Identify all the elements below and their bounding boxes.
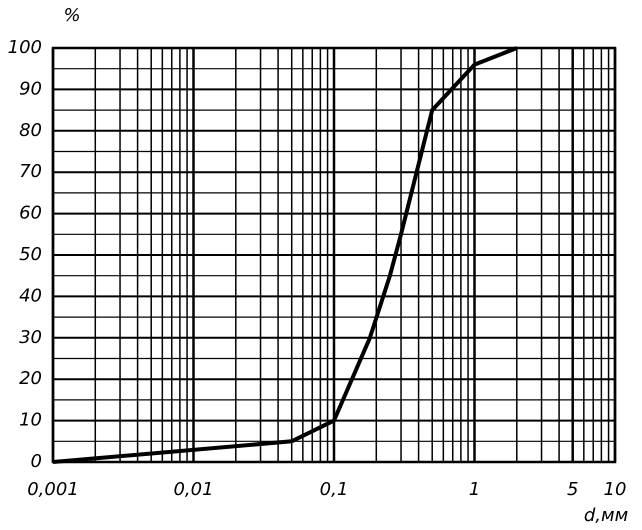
x-axis-label: d,мм bbox=[584, 505, 628, 526]
y-tick-label: 70 bbox=[19, 161, 42, 182]
y-tick-label: 100 bbox=[8, 37, 42, 58]
y-tick-label: 10 bbox=[19, 410, 42, 431]
x-tick-label: 5 bbox=[567, 479, 578, 500]
data-line bbox=[52, 46, 518, 464]
y-tick-label: 30 bbox=[19, 327, 42, 348]
y-tick-label: 0 bbox=[31, 451, 42, 472]
x-tick-label: 10 bbox=[604, 479, 627, 500]
y-tick-label: 90 bbox=[19, 78, 42, 99]
x-tick-label: 0,1 bbox=[320, 479, 349, 500]
plot-frame bbox=[51, 46, 617, 464]
y-tick-label: 40 bbox=[19, 285, 42, 306]
y-tick-label: 20 bbox=[19, 368, 42, 389]
x-tick-label: 0,001 bbox=[27, 479, 79, 500]
x-tick-label: 0,01 bbox=[173, 479, 213, 500]
y-tick-label: 80 bbox=[19, 120, 42, 141]
x-tick-label: 1 bbox=[469, 479, 480, 500]
y-axis-label: % bbox=[63, 5, 80, 26]
y-tick-label: 60 bbox=[19, 203, 42, 224]
y-tick-label: 50 bbox=[19, 244, 42, 265]
